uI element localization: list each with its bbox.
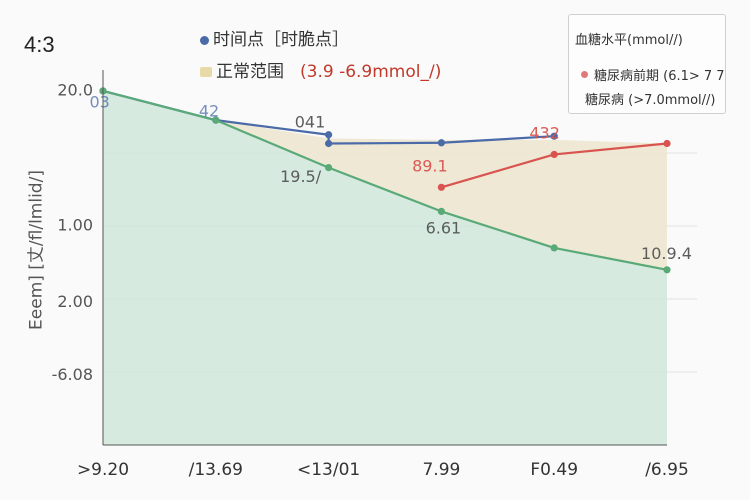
- legend-entry-time-points: 时间点［时脆点］: [200, 24, 441, 56]
- glucose-legend-box: 血糖水平(mmol//) 糖尿病前期 (6.1> 7 7 糖尿病 (>7.0mm…: [568, 14, 726, 114]
- x-tick-label-3: 7.99: [422, 460, 460, 480]
- point-s2-1: [550, 150, 558, 159]
- point-s1-1: [212, 116, 220, 124]
- normal-area-fill: [103, 90, 667, 445]
- y-tick-label-3: -6.08: [52, 365, 93, 384]
- point-s1-3: [437, 207, 445, 215]
- y-tick-label-2: 2.00: [57, 292, 93, 311]
- legend-box-title: 血糖水平(mmol//): [575, 33, 683, 48]
- point-s0-2: [325, 131, 333, 139]
- y-tick-label-1: 1.00: [57, 216, 93, 235]
- data-label-4: 89.1: [412, 156, 448, 175]
- point-s0-3: [325, 139, 333, 148]
- point-s0-5: [550, 132, 558, 140]
- range-swatch-icon: [200, 67, 212, 77]
- data-label-5: 432: [529, 123, 560, 142]
- x-tick-label-5: /6.95: [645, 460, 689, 480]
- x-tick-label-1: /13.69: [189, 460, 243, 480]
- legend-range-label: 正常范围: [216, 62, 284, 82]
- axes: [102, 70, 667, 446]
- y-axis-label: Eeem] [丈/fl/lmlid/]: [26, 170, 47, 330]
- data-label-6: 6.61: [426, 218, 462, 237]
- blue-swatch-icon: [200, 35, 209, 45]
- corner-label: 4:3: [24, 32, 55, 57]
- x-tick-label-4: F0.49: [530, 460, 578, 480]
- point-s2-2: [663, 139, 671, 148]
- point-s0-4: [437, 139, 445, 147]
- point-s1-2: [325, 164, 333, 172]
- data-label-2: 041: [295, 112, 326, 131]
- series-line-1: [102, 89, 668, 271]
- x-tick-label-0: >9.20: [77, 460, 129, 480]
- x-tick-label-2: <13/01: [297, 460, 360, 480]
- data-label-7: 10.9.4: [641, 244, 692, 263]
- data-labels: 03 42 041 19.5/89.1 432 6.61 10.9.4: [89, 93, 691, 263]
- data-label-1: 42: [199, 102, 219, 121]
- legend-range-value: (3.9 -6.9mmol_/): [300, 62, 442, 82]
- top-legend: 时间点［时脆点］ 正常范围 (3.9 -6.9mmol_/): [200, 24, 441, 88]
- legend-series1-label: 时间点［时脆点］: [213, 30, 349, 50]
- data-label-3: 19.5/: [280, 167, 322, 186]
- tick-labels: 20.0 1.00 2.00 -6.08 >9.20/13.69 <13/01 7.99 F0…: [52, 80, 689, 480]
- red-dot-icon: [581, 71, 588, 78]
- point-s2-0: [437, 183, 445, 191]
- legend-box-entry-prediabetes: 糖尿病前期 (6.1> 7 7: [581, 65, 725, 84]
- data-label-0: 03: [89, 93, 109, 112]
- series-points: [99, 87, 671, 274]
- y-tick-label-0: 20.0: [57, 80, 93, 99]
- legend-box-entry-diabetes: 糖尿病 (>7.0mmol//): [585, 93, 716, 108]
- legend-entry-normal-range: 正常范围 (3.9 -6.9mmol_/): [200, 56, 441, 88]
- legend-box-entry1-label: 糖尿病前期 (6.1> 7 7: [594, 69, 725, 84]
- point-s1-5: [663, 266, 671, 274]
- point-s1-4: [550, 244, 558, 252]
